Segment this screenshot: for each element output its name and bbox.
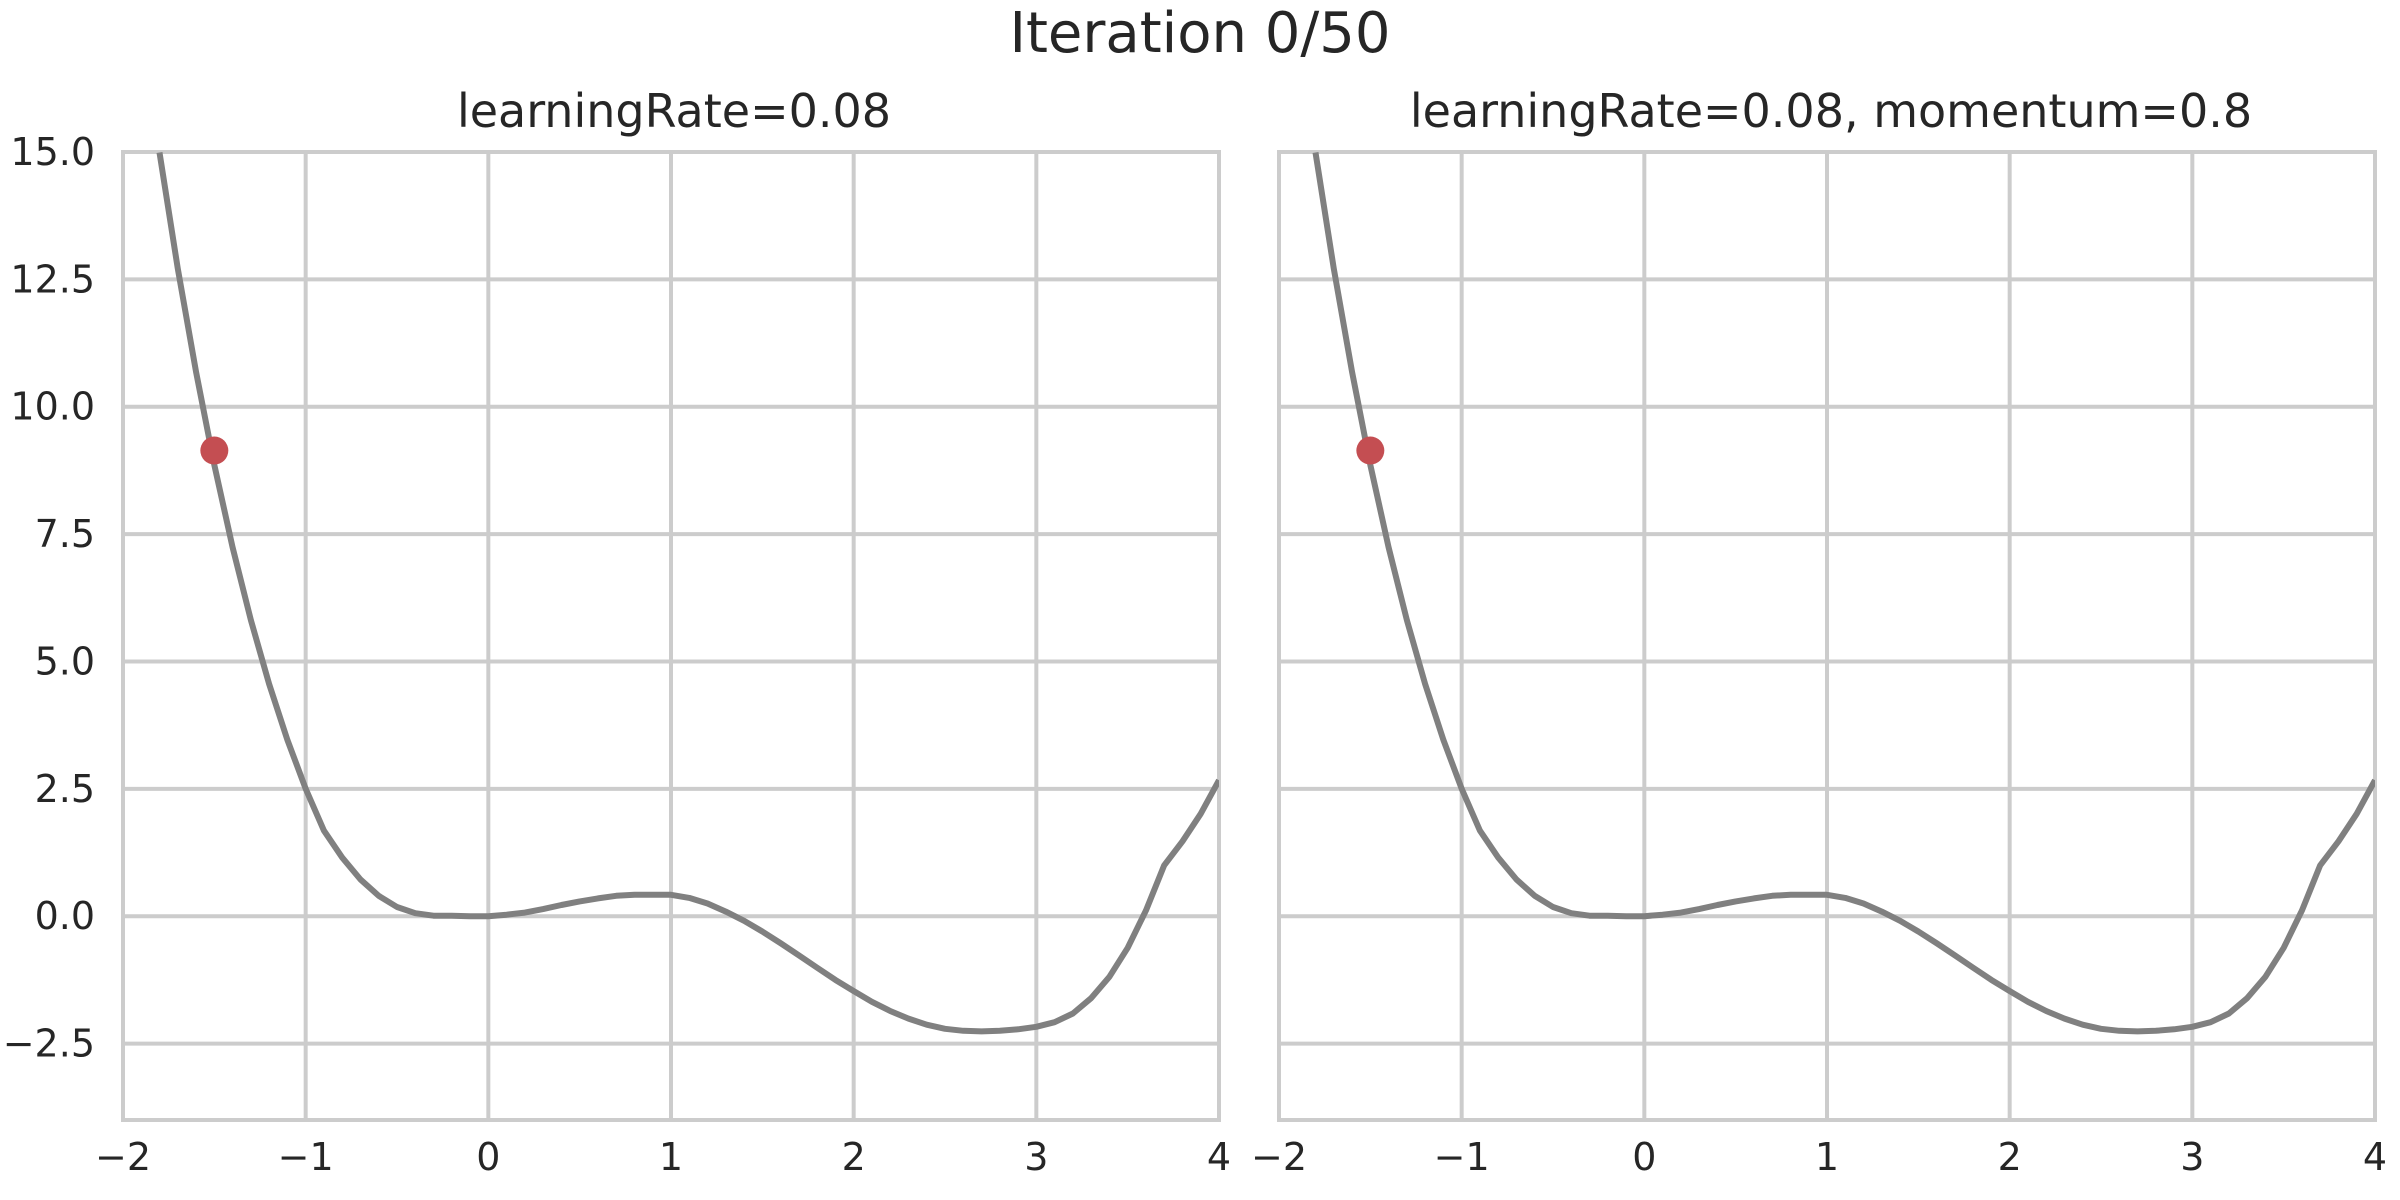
x-tick-label: 4 [1207, 1135, 1231, 1179]
current-position-marker [200, 436, 229, 465]
y-tick-label: 7.5 [35, 512, 95, 556]
y-tick-label: 15.0 [10, 130, 95, 174]
x-tick-label: −2 [95, 1135, 151, 1179]
x-tick-label: 3 [1024, 1135, 1048, 1179]
x-tick-label: 0 [476, 1135, 500, 1179]
panel-title: learningRate=0.08, momentum=0.8 [1410, 84, 2252, 138]
axes-frame [1277, 150, 2377, 1122]
plot-area [156, 152, 1219, 1035]
panel-gradient-descent: learningRate=0.08 −2 −1 0 1 2 3 4 −2.5 0.0 2.5 5.0… [3, 84, 1231, 1179]
y-tick-label: −2.5 [3, 1022, 95, 1066]
panel-title: learningRate=0.08 [457, 84, 891, 138]
x-tick-label: 4 [2363, 1135, 2387, 1179]
x-tick-label: 2 [1998, 1135, 2022, 1179]
x-tick-label: 1 [1815, 1135, 1839, 1179]
x-tick-label: 0 [1632, 1135, 1656, 1179]
current-position-marker [1356, 436, 1385, 465]
axes-frame [121, 150, 1221, 1122]
plot-area [1312, 152, 2375, 1035]
x-tick-label: 1 [659, 1135, 683, 1179]
figure-title: Iteration 0/50 [1009, 1, 1390, 66]
x-tick-label: −1 [278, 1135, 334, 1179]
loss-curve [156, 152, 1219, 1035]
y-tick-label: 5.0 [35, 639, 95, 683]
y-tick-label: 12.5 [10, 257, 95, 301]
panel-momentum: learningRate=0.08, momentum=0.8 −2 −1 0 1 2 3… [1251, 84, 2387, 1179]
y-tick-label: 2.5 [35, 767, 95, 811]
x-tick-label: 2 [842, 1135, 866, 1179]
y-tick-label: 10.0 [10, 385, 95, 429]
x-tick-label: −2 [1251, 1135, 1307, 1179]
y-tick-label: 0.0 [35, 894, 95, 938]
x-tick-label: −1 [1434, 1135, 1490, 1179]
x-tick-label: 3 [2180, 1135, 2204, 1179]
loss-curve [1312, 152, 2375, 1035]
